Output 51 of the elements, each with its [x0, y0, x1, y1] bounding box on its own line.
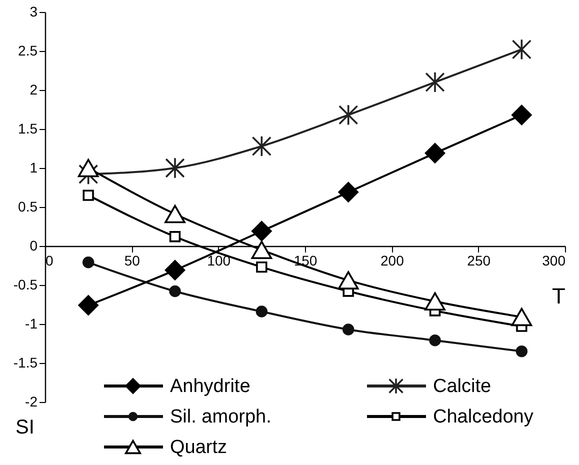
legend-label: Quartz: [170, 437, 228, 458]
point: [429, 334, 441, 346]
point: [338, 271, 359, 290]
point: [516, 345, 528, 358]
legend-label: Anhydrite: [170, 376, 250, 397]
y-tick-label: 1.5: [18, 120, 38, 136]
y-tick-label: 2: [30, 82, 38, 98]
x-tick-label: 50: [124, 252, 140, 268]
x-axis-title: T: [552, 284, 566, 308]
point: [256, 261, 268, 273]
x-tick-label: 250: [467, 252, 491, 268]
point: [78, 164, 98, 185]
point: [78, 295, 98, 316]
y-tick-label: 1: [30, 160, 38, 176]
x-tick-label: 300: [542, 252, 566, 268]
point: [82, 256, 94, 268]
point: [512, 104, 532, 126]
point: [252, 135, 272, 157]
point: [338, 182, 358, 202]
point: [424, 292, 446, 311]
point: [169, 285, 181, 298]
y-tick-label: 3: [30, 4, 38, 20]
x-tick-label: 200: [380, 252, 404, 268]
x-tick-label: 100: [207, 252, 231, 268]
point: [425, 71, 445, 93]
point: [169, 231, 181, 242]
point: [165, 157, 185, 179]
y-tick-label: -1.5: [13, 354, 38, 370]
point: [511, 308, 532, 326]
legend-label: Sil. amorph.: [170, 406, 272, 428]
point: [256, 306, 268, 318]
y-tick-label: 0: [30, 238, 38, 254]
point: [78, 158, 99, 178]
point: [424, 143, 446, 164]
x-tick-label: 0: [46, 252, 54, 268]
y-tick-label: -0.5: [13, 276, 38, 292]
point: [164, 260, 186, 280]
point: [342, 324, 354, 336]
point: [82, 190, 94, 201]
point: [252, 221, 272, 242]
y-axis-title: SI: [16, 416, 34, 438]
legend-label: Calcite: [433, 376, 492, 397]
y-tick-label: 0.5: [18, 198, 38, 214]
y-tick-label: -2: [25, 394, 38, 410]
y-tick-label: -1: [25, 316, 38, 332]
point: [251, 240, 272, 260]
point: [512, 38, 532, 60]
legend-label: Chalcedony: [433, 406, 534, 428]
point: [164, 204, 186, 224]
point: [338, 104, 358, 126]
y-tick-label: 2.5: [18, 42, 38, 58]
